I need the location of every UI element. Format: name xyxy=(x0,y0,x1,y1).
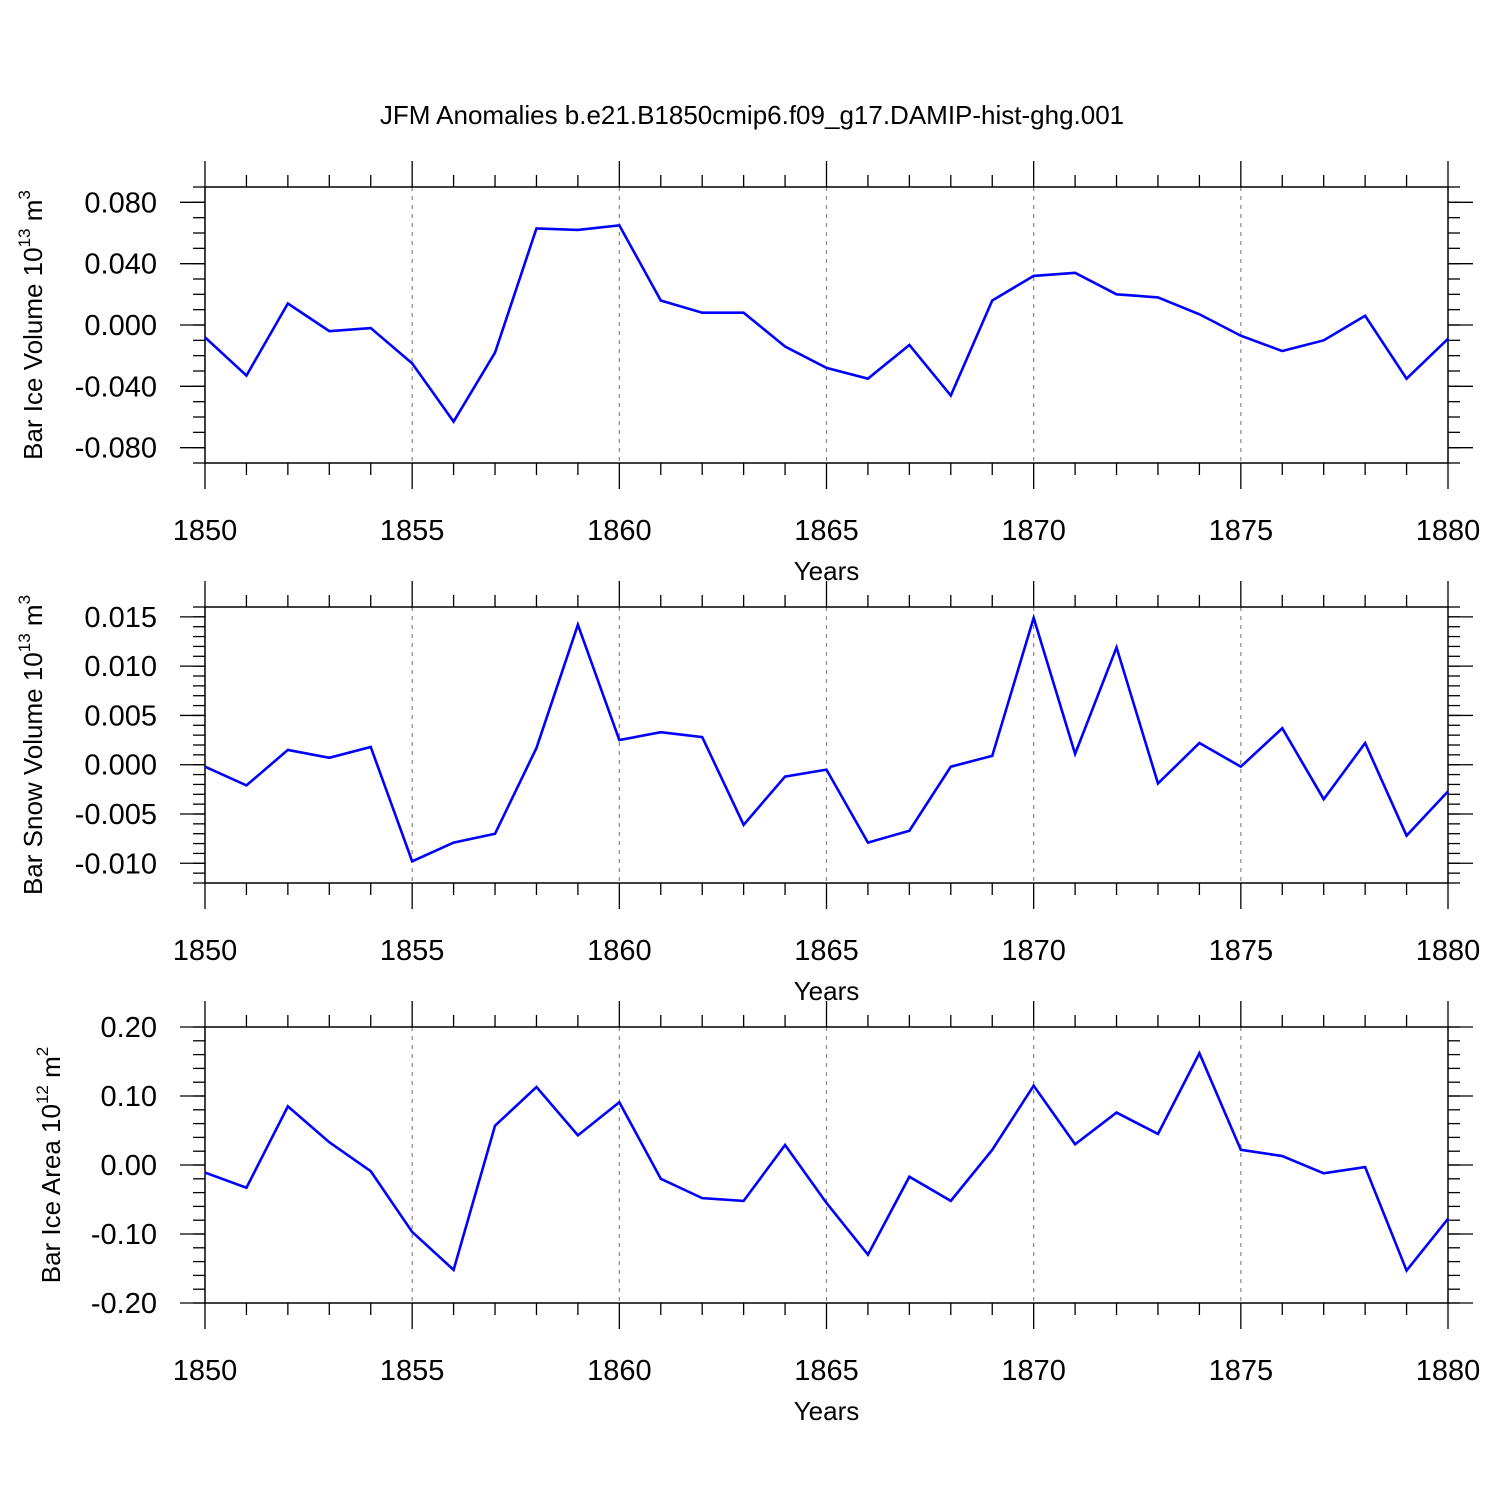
x-axis-title: Years xyxy=(794,1396,860,1426)
x-tick-label: 1855 xyxy=(380,935,445,967)
x-tick-label: 1875 xyxy=(1209,935,1274,967)
x-tick-label: 1850 xyxy=(173,935,238,967)
x-tick-label: 1875 xyxy=(1209,515,1274,547)
y-tick-label: 0.015 xyxy=(84,602,157,634)
x-tick-label: 1850 xyxy=(173,515,238,547)
series-line xyxy=(204,223,1449,424)
panels: -0.080 -0.040 0.000 0.040 0.080 1850 1855 1860 1… xyxy=(15,161,1480,1426)
x-tick-label: 1860 xyxy=(587,935,652,967)
y-tick-label: 0.005 xyxy=(84,700,157,732)
y-tick-label: 0.10 xyxy=(101,1081,157,1113)
y-axis-title: Bar Ice Area 1012 m2 xyxy=(33,1047,66,1284)
y-tick-label: -0.10 xyxy=(91,1219,157,1251)
x-tick-label: 1850 xyxy=(173,1355,238,1387)
x-tick-label: 1865 xyxy=(794,1355,859,1387)
y-tick-label: 0.010 xyxy=(84,651,157,683)
series-line xyxy=(204,1050,1450,1274)
y-tick-label: 0.080 xyxy=(84,187,157,219)
y-tick-label: -0.005 xyxy=(75,799,157,831)
y-tick-label: -0.010 xyxy=(75,848,157,880)
x-tick-label: 1860 xyxy=(587,1355,652,1387)
y-tick-label: 0.20 xyxy=(101,1012,157,1044)
x-tick-label: 1855 xyxy=(380,1355,445,1387)
figure-title: JFM Anomalies b.e21.B1850cmip6.f09_g17.D… xyxy=(380,100,1124,130)
x-tick-label: 1880 xyxy=(1416,515,1481,547)
x-tick-label: 1865 xyxy=(794,935,859,967)
x-tick-label: 1880 xyxy=(1416,1355,1481,1387)
x-tick-label: 1865 xyxy=(794,515,859,547)
x-tick-label: 1870 xyxy=(1001,1355,1066,1387)
x-tick-label: 1870 xyxy=(1001,935,1066,967)
chart-panel-2: -0.010 -0.005 0.000 0.005 0.010 0.015 1850 1855… xyxy=(15,581,1480,1006)
series-line xyxy=(204,613,1449,864)
y-tick-label: 0.000 xyxy=(84,750,157,782)
x-tick-label: 1855 xyxy=(380,515,445,547)
y-axis-title: Bar Snow Volume 1013 m3 xyxy=(15,595,48,895)
y-axis-title: Bar Ice Volume 1013 m3 xyxy=(15,190,48,460)
x-tick-label: 1875 xyxy=(1209,1355,1274,1387)
x-tick-label: 1880 xyxy=(1416,935,1481,967)
y-tick-label: 0.00 xyxy=(101,1150,157,1182)
x-tick-label: 1870 xyxy=(1001,515,1066,547)
y-tick-label: -0.080 xyxy=(75,433,157,465)
chart-panel-3: -0.20 -0.10 0.00 0.10 0.20 1850 1855 1860 1865 18… xyxy=(33,1001,1480,1426)
y-tick-label: 0.040 xyxy=(84,249,157,281)
x-tick-label: 1860 xyxy=(587,515,652,547)
y-tick-label: -0.040 xyxy=(75,371,157,403)
chart-panel-1: -0.080 -0.040 0.000 0.040 0.080 1850 1855 1860 1… xyxy=(15,161,1480,586)
y-tick-label: -0.20 xyxy=(91,1288,157,1320)
y-tick-label: 0.000 xyxy=(84,310,157,342)
